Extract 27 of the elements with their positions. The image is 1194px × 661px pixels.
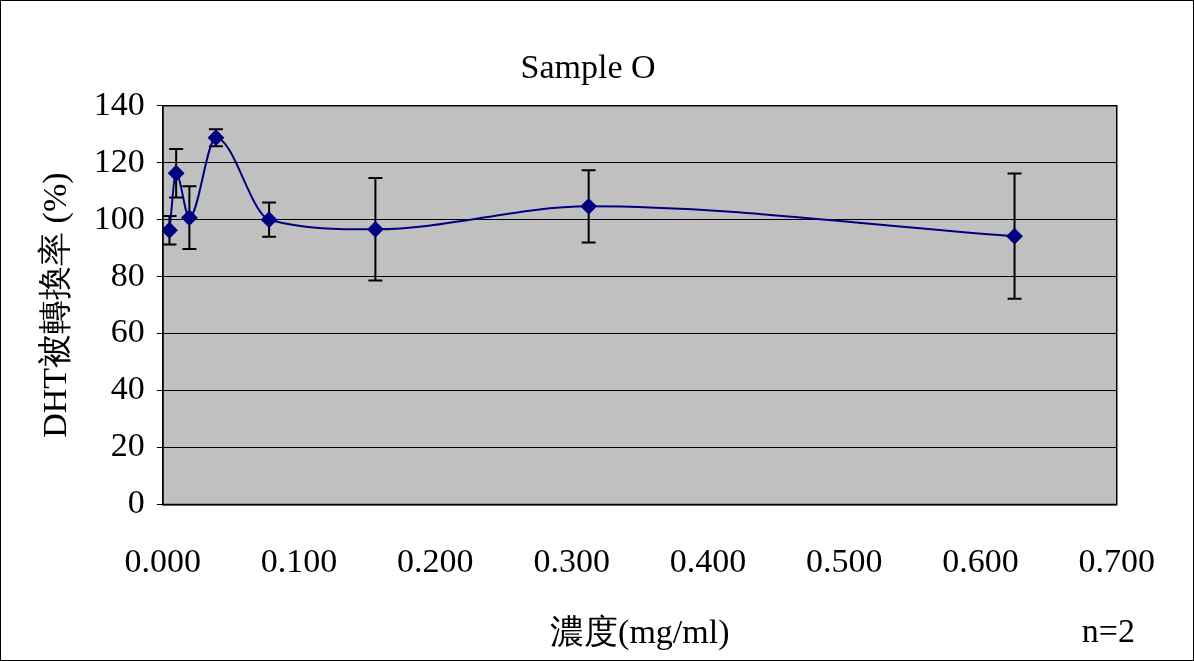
x-tick-label: 0.700 [1078,541,1155,579]
point [1006,228,1023,245]
y-tick-label: 100 [93,198,145,236]
y-axis-title: DHT被轉換率 (%) [36,172,75,438]
x-tick-label: 0.400 [669,541,747,579]
point [367,221,384,238]
point [261,211,278,228]
x-tick-label: 0.000 [124,541,202,579]
x-axis-title: 濃度(mg/ml) [550,612,730,651]
point [580,198,597,215]
y-tick-label: 60 [110,312,145,350]
x-tick-label: 0.600 [942,541,1019,579]
text: n=2 [1081,611,1135,649]
y-tick-label: 20 [110,426,145,464]
x-tick-label: 0.300 [533,541,610,579]
y-tick-label: 0 [127,483,145,521]
y-tick-label: 40 [110,369,145,407]
x-tick-label: 0.500 [805,541,883,579]
point [181,209,198,226]
point [162,222,178,239]
x-tick-label: 0.200 [397,541,474,579]
y-tick-label: 120 [93,141,145,179]
y-tick-label: 80 [110,255,145,293]
chart-title: Sample O [520,48,656,86]
point [168,165,185,182]
y-tick-label: 140 [93,84,145,122]
x-tick-label: 0.100 [260,541,338,579]
